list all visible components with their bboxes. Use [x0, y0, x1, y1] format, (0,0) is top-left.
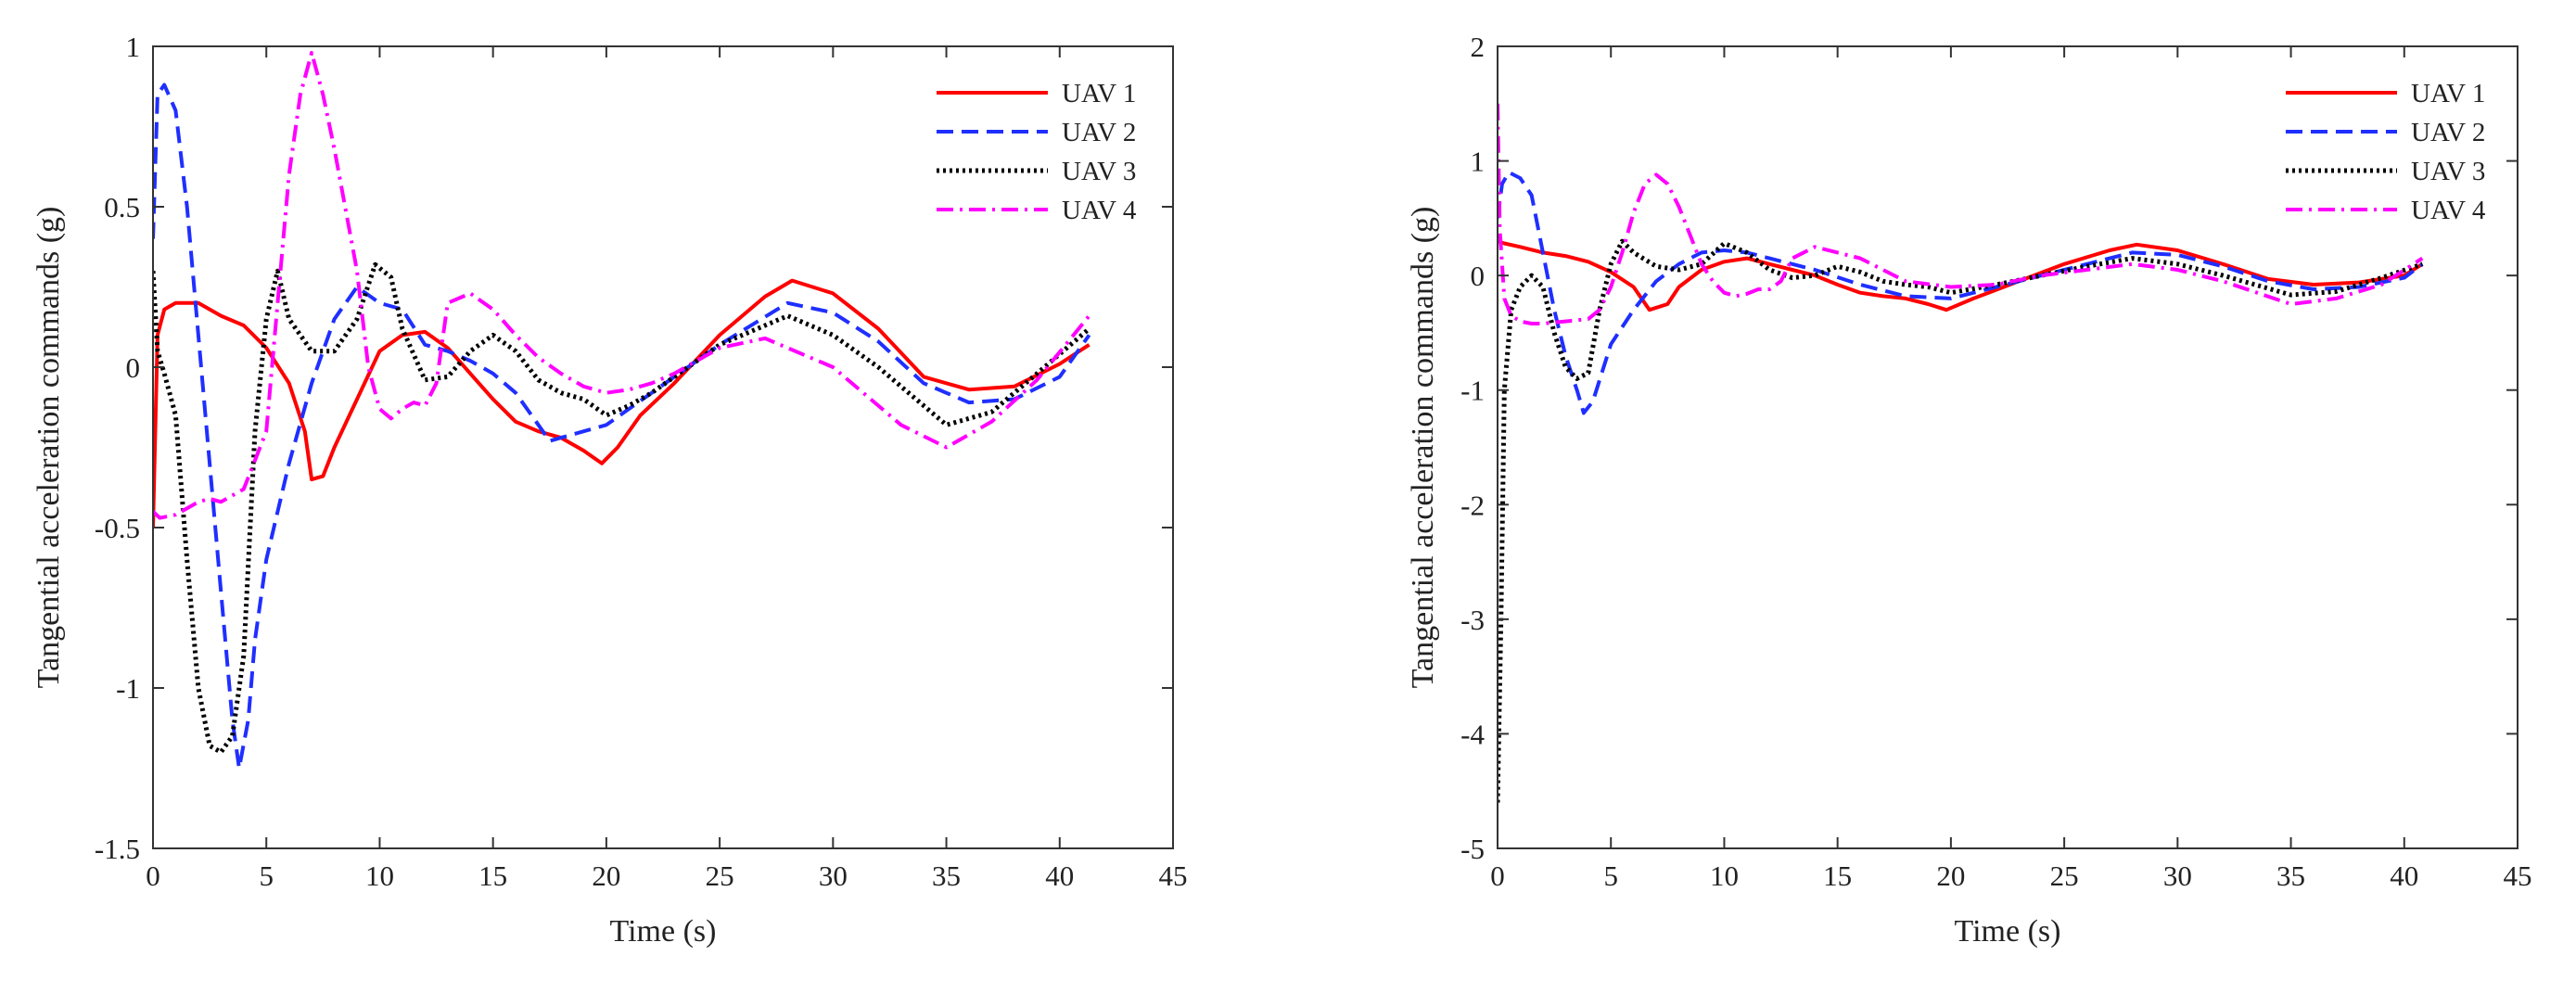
chart-left: 0 5 10 15 20 25 30 35 40 45 -1.5 -1 -0.5 0 0.5 1 Time (s… [32, 31, 1188, 949]
x-tick-label: 20 [592, 860, 620, 892]
y-axis-label: Tangential acceleration commands (g) [1406, 207, 1440, 689]
series-line-uav-4 [153, 50, 1091, 520]
x-tick-label: 20 [1936, 860, 1965, 892]
chart-right: 0 5 10 15 20 25 30 35 40 45 -5 -4 -3 -2 -1 0 1 2 Time (s) T… [1406, 31, 2532, 949]
x-axis-label: Time (s) [1955, 914, 2061, 949]
x-tick-label: 45 [2504, 860, 2532, 892]
series-line-uav-2 [153, 83, 1091, 770]
x-tick-label: 40 [2390, 860, 2418, 892]
x-tick-label: 40 [1045, 860, 1074, 892]
legend-label-uav-2: UAV 2 [1062, 118, 1136, 147]
y-tick-label: 0.5 [104, 191, 140, 223]
x-tick-label: 0 [1490, 860, 1505, 892]
axes-frame [152, 45, 1174, 849]
y-tick-label: -3 [1460, 604, 1485, 636]
x-tick-label: 25 [706, 860, 734, 892]
series-line-uav-3 [153, 261, 1091, 755]
x-tick-label: 25 [2050, 860, 2079, 892]
x-tick-label: 15 [1823, 860, 1852, 892]
series-group [1498, 103, 2424, 803]
legend: UAV 1 UAV 2 UAV 3 UAV 4 [937, 79, 1137, 225]
series-line-uav-1 [1498, 239, 2424, 312]
legend-label-uav-2: UAV 2 [2411, 118, 2485, 147]
x-tick-label: 5 [259, 860, 274, 892]
y-tick-label: -5 [1460, 833, 1485, 865]
y-tick-label: -1 [1460, 375, 1485, 407]
y-tick-label: -0.5 [95, 512, 140, 544]
axes-frame [1497, 45, 2519, 849]
series-line-uav-4 [1498, 103, 2424, 325]
x-tick-label: 35 [2276, 860, 2305, 892]
y-tick-label: 0 [126, 351, 141, 384]
y-tick-label: -1 [116, 672, 140, 705]
x-tick-label: 30 [819, 860, 848, 892]
series-line-uav-1 [153, 278, 1090, 528]
y-axis-label: Tangential acceleration commands (g) [32, 207, 66, 689]
legend-label-uav-4: UAV 4 [2411, 196, 2486, 225]
y-tick-label: -1.5 [95, 833, 140, 865]
y-tick-label: -4 [1460, 718, 1485, 750]
x-tick-label: 0 [146, 860, 160, 892]
y-tick-label: 1 [1471, 146, 1486, 178]
x-tick-label: 10 [1710, 860, 1739, 892]
legend-label-uav-3: UAV 3 [2411, 157, 2485, 186]
y-tick-label: 2 [1471, 31, 1486, 63]
x-tick-label: 5 [1603, 860, 1618, 892]
legend-label-uav-3: UAV 3 [1062, 157, 1136, 186]
legend-label-uav-1: UAV 1 [1062, 79, 1136, 108]
y-tick-label: 1 [126, 31, 141, 63]
series-group [153, 50, 1091, 770]
x-tick-label: 15 [478, 860, 507, 892]
legend-label-uav-1: UAV 1 [2411, 79, 2485, 108]
legend: UAV 1 UAV 2 UAV 3 UAV 4 [2286, 79, 2486, 225]
series-line-uav-3 [1498, 238, 2424, 803]
y-tick-label: 0 [1471, 260, 1486, 292]
legend-label-uav-4: UAV 4 [1062, 196, 1137, 225]
x-tick-label: 45 [1159, 860, 1188, 892]
y-tick-label: -2 [1460, 489, 1485, 521]
x-tick-label: 10 [365, 860, 394, 892]
x-tick-label: 35 [932, 860, 961, 892]
x-tick-label: 30 [2163, 860, 2192, 892]
x-axis-label: Time (s) [610, 914, 717, 949]
